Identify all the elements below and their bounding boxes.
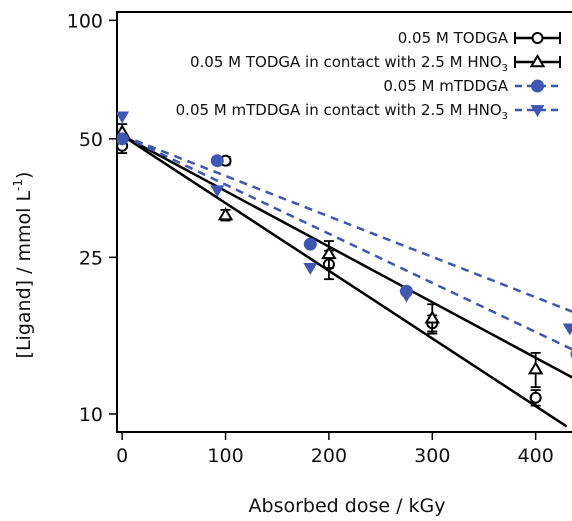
- legend-label-series-2: 0.05 M TODGA in contact with 2.5 M HNO3: [190, 53, 508, 74]
- y-tick-label: 50: [79, 129, 103, 151]
- data-point: [531, 393, 541, 403]
- y-axis-title-close: ): [13, 172, 35, 179]
- data-point: [530, 363, 542, 373]
- x-tick-label: 100: [207, 445, 243, 467]
- data-point: [563, 323, 572, 335]
- y-tick-label: 100: [67, 10, 103, 32]
- legend: 0.05 M TODGA 0.05 M TODGA in contact with…: [176, 29, 560, 122]
- x-tick-label: 0: [116, 445, 128, 467]
- y-tick-label: 25: [79, 247, 103, 269]
- x-tick-label: 400: [518, 445, 554, 467]
- fit-line-series-2: [122, 135, 572, 380]
- data-point: [399, 291, 413, 303]
- data-point: [426, 312, 438, 322]
- legend-label-series-3: 0.05 M mTDDGA: [383, 77, 508, 95]
- data-point: [211, 154, 224, 167]
- x-axis-title: Absorbed dose / kGy: [249, 495, 446, 517]
- y-tick-label: 10: [79, 404, 103, 426]
- legend-label-series-1: 0.05 M TODGA: [398, 29, 509, 47]
- data-point: [303, 263, 317, 275]
- legend-label-series-4: 0.05 M mTDDGA in contact with 2.5 M HNO3: [176, 101, 508, 122]
- fit-line-series-3: [122, 135, 572, 351]
- data-point: [533, 33, 543, 43]
- data-point: [116, 132, 129, 145]
- fit-line-series-4: [122, 135, 572, 313]
- x-tick-label: 200: [311, 445, 347, 467]
- data-point: [531, 80, 544, 93]
- fit-line-series-1: [122, 135, 566, 426]
- y-axis-title-main: [Ligand] / mmol L: [13, 191, 35, 359]
- x-tick-label: 300: [414, 445, 450, 467]
- y-axis-title-unit-exponent: -1: [11, 179, 25, 191]
- y-axis-title: [Ligand] / mmol L-1): [11, 172, 35, 359]
- data-point: [304, 238, 317, 251]
